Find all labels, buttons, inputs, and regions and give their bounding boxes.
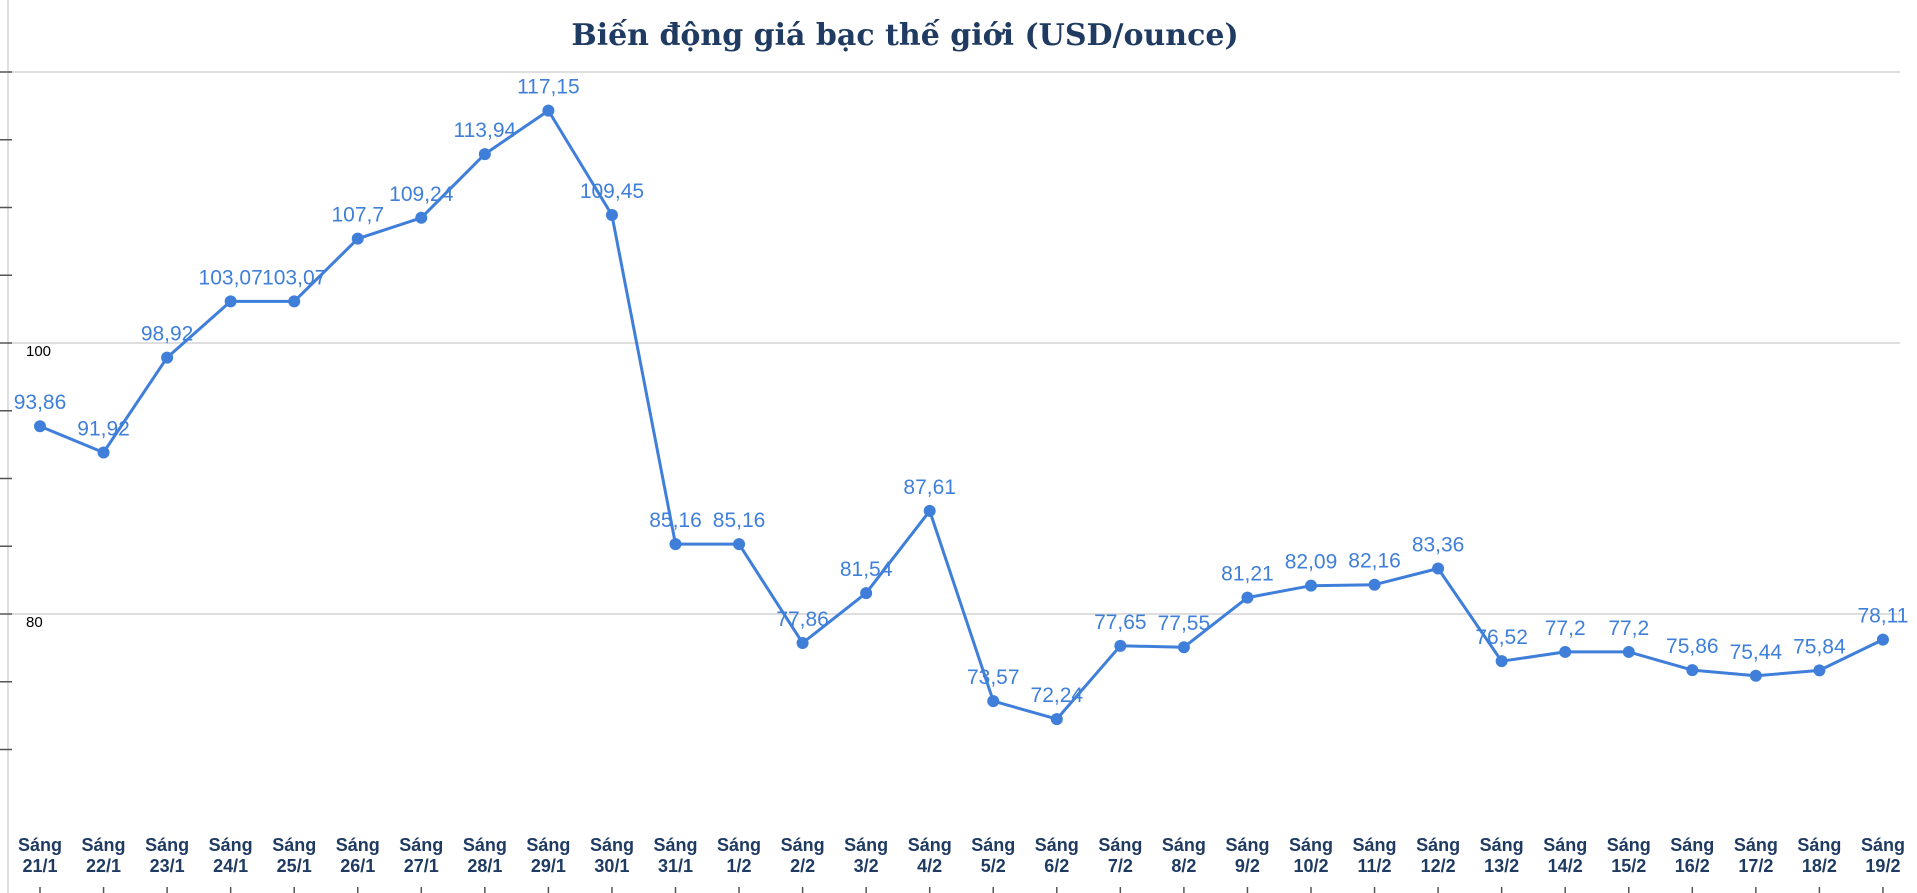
data-point-14[interactable] <box>923 504 936 517</box>
x-tick-label-13: Sáng 3/2 <box>844 835 888 876</box>
data-point-3[interactable] <box>224 295 237 308</box>
data-point-5[interactable] <box>351 232 364 245</box>
data-point-25[interactable] <box>1622 645 1635 658</box>
x-tick-label-14: Sáng 4/2 <box>908 835 952 876</box>
data-label-16: 72,24 <box>1031 684 1084 707</box>
x-tick-label-29: Sáng 19/2 <box>1861 835 1905 876</box>
data-label-22: 83,36 <box>1412 533 1465 556</box>
data-label-12: 77,86 <box>776 608 829 631</box>
data-point-15[interactable] <box>987 695 1000 708</box>
x-tick-label-8: Sáng 29/1 <box>526 835 570 876</box>
data-point-20[interactable] <box>1305 579 1317 592</box>
x-tick-label-23: Sáng 13/2 <box>1480 835 1524 876</box>
x-tick-label-3: Sáng 24/1 <box>209 835 253 876</box>
data-point-24[interactable] <box>1559 645 1572 658</box>
data-label-24: 77,2 <box>1545 617 1586 640</box>
x-tick-label-26: Sáng 16/2 <box>1670 835 1714 876</box>
x-tick-label-1: Sáng 22/1 <box>82 835 126 876</box>
x-tick-label-24: Sáng 14/2 <box>1543 835 1587 876</box>
data-label-7: 113,94 <box>454 119 517 142</box>
data-point-0[interactable] <box>34 420 46 433</box>
x-tick-label-19: Sáng 9/2 <box>1225 835 1269 876</box>
y-tick-label-80: 80 <box>26 614 43 631</box>
x-tick-label-20: Sáng 10/2 <box>1289 835 1333 876</box>
data-point-1[interactable] <box>97 446 110 459</box>
x-tick-label-27: Sáng 17/2 <box>1734 835 1778 876</box>
data-point-13[interactable] <box>860 587 873 600</box>
data-point-11[interactable] <box>733 538 746 551</box>
data-label-14: 87,61 <box>903 476 956 499</box>
data-point-17[interactable] <box>1114 639 1127 652</box>
x-tick-label-15: Sáng 5/2 <box>971 835 1015 876</box>
data-point-28[interactable] <box>1813 664 1826 677</box>
data-point-10[interactable] <box>669 538 682 551</box>
data-label-23: 76,52 <box>1475 626 1528 649</box>
data-label-10: 85,16 <box>649 509 702 532</box>
data-point-16[interactable] <box>1050 713 1063 726</box>
data-point-12[interactable] <box>796 636 809 649</box>
data-label-4: 103,07 <box>262 266 326 289</box>
data-point-22[interactable] <box>1432 562 1445 575</box>
x-tick-label-0: Sáng 21/1 <box>18 835 62 876</box>
x-tick-label-11: Sáng 1/2 <box>717 835 761 876</box>
x-tick-label-6: Sáng 27/1 <box>399 835 443 876</box>
x-tick-label-22: Sáng 12/2 <box>1416 835 1460 876</box>
x-tick-label-7: Sáng 28/1 <box>463 835 507 876</box>
data-label-0: 93,86 <box>14 391 67 414</box>
data-label-20: 82,09 <box>1285 551 1338 574</box>
data-label-6: 109,24 <box>389 183 454 206</box>
data-point-6[interactable] <box>415 211 428 224</box>
data-label-27: 75,44 <box>1730 641 1783 664</box>
x-tick-label-18: Sáng 8/2 <box>1162 835 1206 876</box>
data-point-19[interactable] <box>1241 591 1254 604</box>
x-tick-label-28: Sáng 18/2 <box>1797 835 1841 876</box>
data-point-18[interactable] <box>1177 641 1190 654</box>
x-tick-label-9: Sáng 30/1 <box>590 835 634 876</box>
y-tick-label-100: 100 <box>26 343 51 360</box>
data-point-27[interactable] <box>1749 669 1762 682</box>
data-label-3: 103,07 <box>199 266 263 289</box>
x-tick-label-4: Sáng 25/1 <box>272 835 316 876</box>
chart-title: Biến động giá bạc thế giới (USD/ounce) <box>571 18 1239 53</box>
data-label-26: 75,86 <box>1666 635 1719 658</box>
x-tick-label-21: Sáng 11/2 <box>1353 835 1397 876</box>
data-point-9[interactable] <box>605 208 618 221</box>
x-tick-label-5: Sáng 26/1 <box>336 835 380 876</box>
data-label-29: 78,11 <box>1857 605 1908 628</box>
data-label-8: 117,15 <box>517 76 580 99</box>
series-line-Giá bạc <box>39 109 1884 721</box>
data-label-11: 85,16 <box>713 509 766 532</box>
data-label-13: 81,54 <box>840 558 893 581</box>
x-tick-label-2: Sáng 23/1 <box>145 835 189 876</box>
x-tick-label-17: Sáng 7/2 <box>1098 835 1142 876</box>
data-point-2[interactable] <box>161 351 174 364</box>
data-label-17: 77,65 <box>1094 611 1147 634</box>
data-label-18: 77,55 <box>1158 612 1211 635</box>
data-label-9: 109,45 <box>580 180 644 203</box>
x-tick-label-25: Sáng 15/2 <box>1607 835 1651 876</box>
data-label-15: 73,57 <box>967 666 1020 689</box>
data-label-2: 98,92 <box>141 323 194 346</box>
data-point-8[interactable] <box>542 104 555 117</box>
data-label-25: 77,2 <box>1608 617 1649 640</box>
data-label-19: 81,21 <box>1221 563 1274 586</box>
x-tick-label-10: Sáng 31/1 <box>653 835 697 876</box>
x-tick-label-16: Sáng 6/2 <box>1035 835 1079 876</box>
x-tick-label-12: Sáng 2/2 <box>781 835 825 876</box>
data-point-4[interactable] <box>288 295 301 308</box>
data-point-26[interactable] <box>1686 664 1699 677</box>
data-point-21[interactable] <box>1368 578 1381 591</box>
data-label-5: 107,7 <box>331 204 384 227</box>
data-point-7[interactable] <box>478 148 491 161</box>
data-label-28: 75,84 <box>1793 635 1846 658</box>
data-point-29[interactable] <box>1876 633 1889 646</box>
data-point-23[interactable] <box>1495 655 1508 668</box>
data-label-21: 82,16 <box>1348 550 1401 573</box>
data-label-1: 91,92 <box>77 417 130 440</box>
